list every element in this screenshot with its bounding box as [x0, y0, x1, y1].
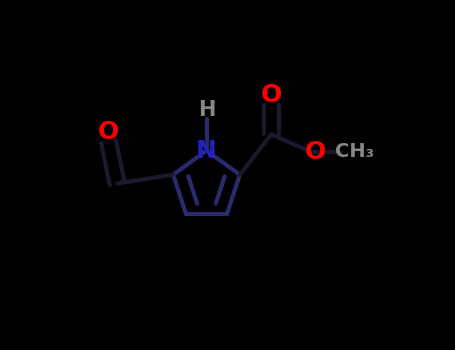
- Text: O: O: [261, 83, 282, 107]
- Text: O: O: [304, 140, 326, 164]
- Text: H: H: [198, 100, 215, 120]
- Text: N: N: [196, 139, 217, 162]
- Text: CH₃: CH₃: [335, 142, 374, 161]
- Text: O: O: [98, 120, 119, 144]
